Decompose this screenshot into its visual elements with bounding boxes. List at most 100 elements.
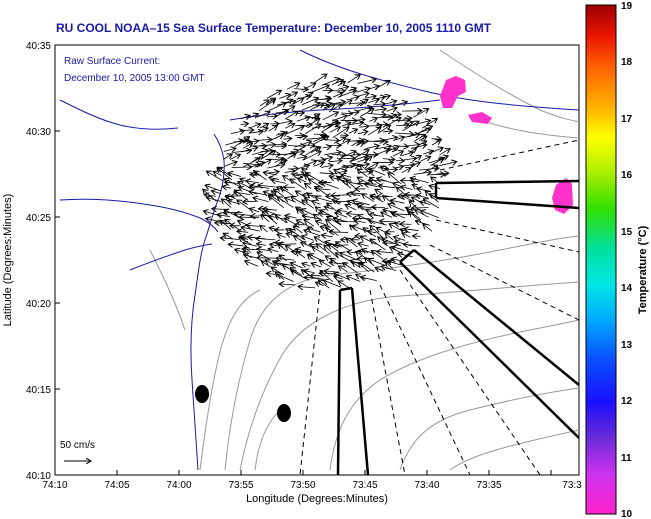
cb-tick-label: 19 xyxy=(621,1,633,12)
current-vector xyxy=(346,238,358,248)
current-vector xyxy=(228,173,242,177)
current-vector xyxy=(228,244,244,246)
current-vector xyxy=(400,224,412,225)
coast-long-island xyxy=(299,49,580,111)
current-vector xyxy=(421,211,439,219)
current-vector xyxy=(343,263,358,274)
xtick-label: 73:40 xyxy=(414,480,439,491)
current-vector xyxy=(369,118,377,122)
current-vector xyxy=(413,236,421,237)
current-vector xyxy=(239,130,254,131)
beam-solid xyxy=(435,196,580,210)
current-vector xyxy=(431,140,441,146)
ytick-label: 40:15 xyxy=(26,385,51,396)
current-vector xyxy=(312,247,324,255)
current-vector xyxy=(402,121,420,132)
cb-tick-label: 14 xyxy=(621,283,633,294)
coast-nj xyxy=(190,199,219,471)
current-vector xyxy=(376,228,386,233)
current-vector xyxy=(296,249,311,252)
current-vector xyxy=(266,90,281,99)
current-vector xyxy=(373,140,385,141)
current-vector xyxy=(336,221,356,222)
current-vector xyxy=(242,158,261,168)
coast-staten xyxy=(59,99,179,130)
current-vector xyxy=(332,93,343,98)
current-vector xyxy=(315,197,333,203)
current-vector xyxy=(337,210,347,211)
current-vector xyxy=(220,238,239,240)
current-vector xyxy=(222,186,232,188)
current-vector xyxy=(395,133,414,134)
current-vector xyxy=(369,169,386,176)
current-vector xyxy=(302,263,311,266)
current-vector xyxy=(243,243,257,246)
x-tick-labels: 74:10 74:05 74:00 73:55 73:50 73:45 73:4… xyxy=(42,480,582,491)
current-vector xyxy=(392,247,412,253)
current-vector xyxy=(260,225,268,233)
current-vector xyxy=(302,200,315,209)
current-vector xyxy=(234,137,249,148)
current-vector xyxy=(316,221,330,227)
current-vector xyxy=(365,146,379,149)
current-vector xyxy=(246,225,260,226)
current-vector xyxy=(329,244,339,252)
current-vector xyxy=(230,154,240,160)
current-vector xyxy=(337,81,346,86)
current-vector xyxy=(382,159,395,160)
current-vector xyxy=(360,109,374,117)
current-vector xyxy=(246,181,260,183)
current-vector xyxy=(241,227,260,232)
bathymetry-contours xyxy=(149,49,580,471)
y-tick-labels: 40:35 40:30 40:25 40:20 40:15 40:10 xyxy=(26,41,51,482)
current-vector xyxy=(301,83,316,91)
contour-line xyxy=(239,281,580,471)
current-vector xyxy=(368,126,382,127)
current-vector xyxy=(411,208,429,209)
figure-title: RU COOL NOAA–15 Sea Surface Temperature:… xyxy=(56,21,492,35)
current-vector xyxy=(336,242,350,251)
current-vector xyxy=(348,119,365,121)
current-vector xyxy=(293,98,303,105)
current-vector xyxy=(303,151,321,161)
current-vector xyxy=(350,97,359,99)
xtick-label: 73:35 xyxy=(476,480,501,491)
current-vector xyxy=(370,239,386,251)
current-vector xyxy=(231,167,252,168)
current-vector xyxy=(313,163,324,167)
current-vector xyxy=(377,251,394,253)
current-vector xyxy=(416,195,429,198)
beam-solid xyxy=(399,261,580,439)
current-vector xyxy=(239,217,260,218)
current-vector xyxy=(428,148,444,154)
current-vector xyxy=(418,141,427,145)
cb-tick-label: 16 xyxy=(621,170,633,181)
sst-patch xyxy=(440,76,466,108)
current-vector xyxy=(337,90,356,98)
current-vector xyxy=(410,178,429,184)
contour-line xyxy=(149,249,186,331)
current-vector xyxy=(310,147,321,153)
beam-dashed xyxy=(439,139,580,171)
current-vector xyxy=(360,165,375,177)
current-vector xyxy=(326,220,341,233)
current-vector xyxy=(347,151,356,155)
contour-line xyxy=(224,235,580,471)
current-vector xyxy=(245,261,259,267)
current-vector xyxy=(364,156,372,161)
cb-tick-label: 18 xyxy=(621,57,633,68)
contour-line xyxy=(479,119,580,139)
current-vector xyxy=(354,221,366,223)
current-vector xyxy=(249,141,259,142)
current-vector xyxy=(260,151,276,160)
xtick-label: 74:10 xyxy=(42,480,67,491)
land-blob xyxy=(277,404,291,422)
current-vector xyxy=(382,96,391,98)
current-vector xyxy=(304,220,315,227)
current-vector xyxy=(347,75,360,84)
current-vector xyxy=(279,284,296,285)
xtick-label: 73:50 xyxy=(290,480,315,491)
current-vector xyxy=(327,203,338,213)
current-vector xyxy=(410,162,420,166)
current-vector xyxy=(375,81,391,90)
